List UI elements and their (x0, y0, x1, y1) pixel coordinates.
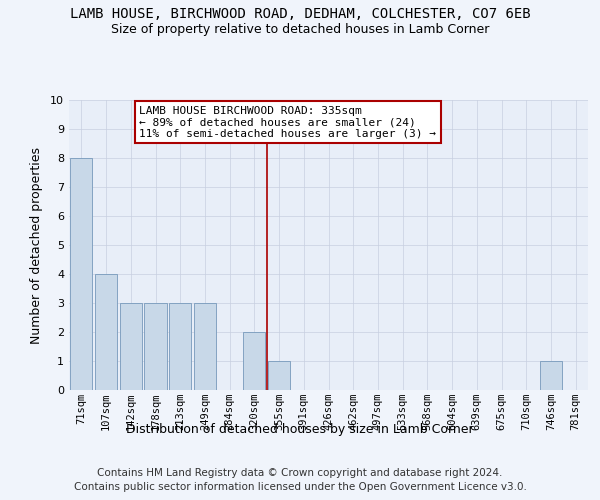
Bar (243, 332, 265, 390)
Text: Contains public sector information licensed under the Open Government Licence v3: Contains public sector information licen… (74, 482, 526, 492)
Text: Distribution of detached houses by size in Lamb Corner: Distribution of detached houses by size … (126, 422, 474, 436)
Bar (540, 361, 562, 390)
Bar (145, 303, 167, 390)
Y-axis label: Number of detached properties: Number of detached properties (30, 146, 43, 344)
Bar (169, 303, 191, 390)
Text: LAMB HOUSE, BIRCHWOOD ROAD, DEDHAM, COLCHESTER, CO7 6EB: LAMB HOUSE, BIRCHWOOD ROAD, DEDHAM, COLC… (70, 8, 530, 22)
Text: Size of property relative to detached houses in Lamb Corner: Size of property relative to detached ho… (111, 22, 489, 36)
Bar (194, 303, 216, 390)
Bar (268, 361, 290, 390)
Text: Contains HM Land Registry data © Crown copyright and database right 2024.: Contains HM Land Registry data © Crown c… (97, 468, 503, 477)
Bar (70, 158, 92, 390)
Text: LAMB HOUSE BIRCHWOOD ROAD: 335sqm
← 89% of detached houses are smaller (24)
11% : LAMB HOUSE BIRCHWOOD ROAD: 335sqm ← 89% … (139, 106, 436, 139)
Bar (95, 274, 117, 390)
Bar (119, 303, 142, 390)
